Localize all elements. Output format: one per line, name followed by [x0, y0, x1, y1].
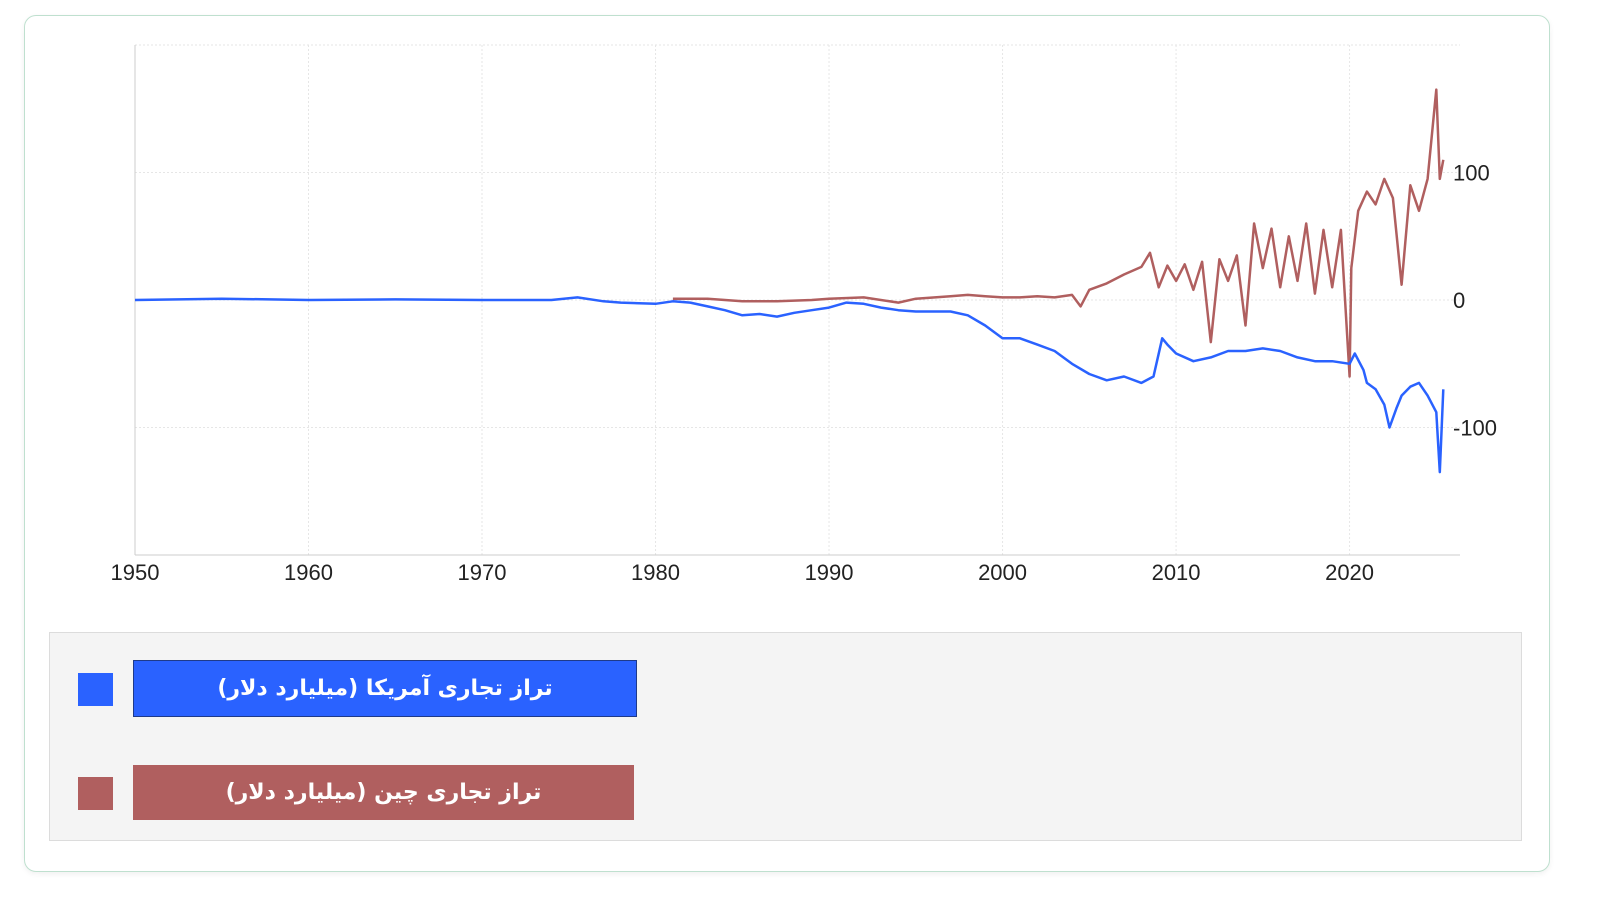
series-line-china — [672, 88, 1445, 378]
x-tick-label: 2020 — [1325, 560, 1374, 585]
legend-swatch-us — [78, 673, 113, 706]
y-tick-label: -100 — [1453, 416, 1497, 441]
x-tick-label: 2000 — [978, 560, 1027, 585]
x-tick-label: 1970 — [458, 560, 507, 585]
legend-swatch-china — [78, 777, 113, 810]
x-tick-label: 1960 — [284, 560, 333, 585]
y-tick-label: 100 — [1453, 161, 1490, 186]
x-tick-label: 1980 — [631, 560, 680, 585]
line-chart: 1950 1960 1970 1980 1990 2000 2010 2020 100 0 -100 — [111, 44, 1498, 586]
y-tick-label: 0 — [1453, 288, 1465, 313]
x-tick-label: 1990 — [805, 560, 854, 585]
series-line-us — [134, 296, 1445, 474]
legend: تراز تجاری آمریکا (میلیارد دلار) تراز تج… — [49, 632, 1522, 841]
series-lines — [134, 88, 1445, 474]
tick-labels: 1950 1960 1970 1980 1990 2000 2010 2020 100 0 -100 — [111, 161, 1498, 586]
x-tick-label: 2010 — [1152, 560, 1201, 585]
x-tick-label: 1950 — [111, 560, 160, 585]
legend-label-china: تراز تجاری چین (میلیارد دلار) — [133, 765, 634, 820]
legend-label-us: تراز تجاری آمریکا (میلیارد دلار) — [133, 660, 637, 717]
